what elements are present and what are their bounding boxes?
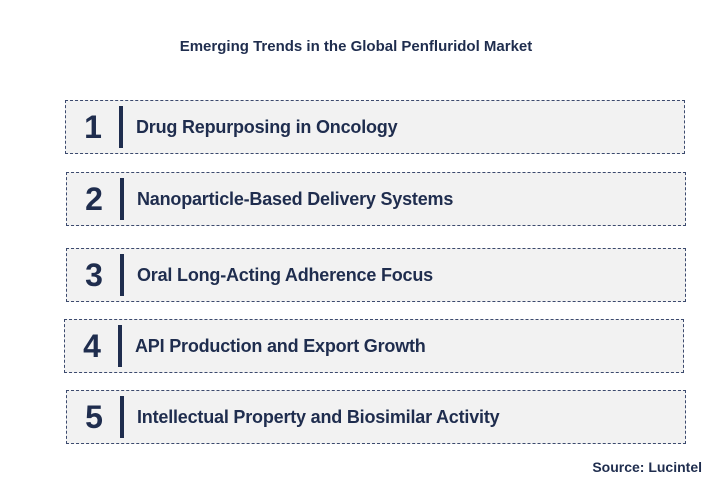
- trend-item-3: 3 Oral Long-Acting Adherence Focus: [66, 248, 686, 302]
- trend-number: 3: [85, 256, 103, 293]
- trend-label: API Production and Export Growth: [135, 335, 426, 356]
- trend-label: Nanoparticle-Based Delivery Systems: [137, 188, 454, 209]
- trend-divider: [120, 178, 124, 220]
- trend-divider: [118, 325, 122, 367]
- trend-divider: [120, 396, 124, 438]
- trend-number: 2: [85, 180, 103, 217]
- trend-item-5: 5 Intellectual Property and Biosimilar A…: [66, 390, 686, 444]
- source-note: Source: Lucintel: [592, 459, 702, 475]
- trend-divider: [119, 106, 123, 148]
- trend-number: 4: [83, 327, 101, 364]
- trend-divider: [120, 254, 124, 296]
- trend-number: 1: [84, 108, 102, 145]
- trend-label: Drug Repurposing in Oncology: [136, 116, 398, 137]
- trend-label: Oral Long-Acting Adherence Focus: [137, 264, 433, 285]
- trend-item-2: 2 Nanoparticle-Based Delivery Systems: [66, 172, 686, 226]
- trend-item-4: 4 API Production and Export Growth: [64, 319, 684, 373]
- trend-item-1: 1 Drug Repurposing in Oncology: [65, 100, 685, 154]
- diagram-title: Emerging Trends in the Global Penflurido…: [179, 38, 533, 55]
- trend-label: Intellectual Property and Biosimilar Act…: [137, 406, 500, 427]
- trend-number: 5: [85, 398, 103, 435]
